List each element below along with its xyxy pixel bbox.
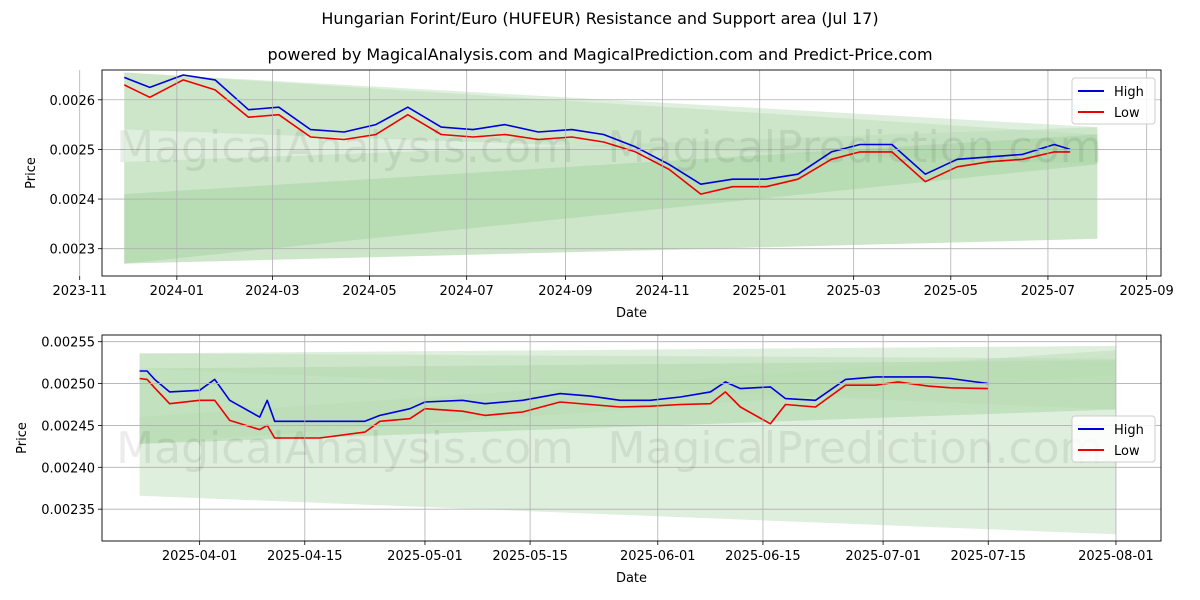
x-tick-label: 2024-07 xyxy=(440,284,494,299)
x-tick-label: 2025-04-01 xyxy=(162,549,238,564)
watermark-left: MagicalAnalysis.com xyxy=(116,122,574,173)
x-axis-label: Date xyxy=(616,571,647,586)
x-tick-label: 2025-03 xyxy=(826,284,880,299)
watermark-right: MagicalPrediction.com xyxy=(608,423,1103,474)
legend: High Low xyxy=(1071,77,1156,125)
plot-frame xyxy=(101,69,1162,277)
y-tick-label: 0.0023 xyxy=(50,243,96,258)
band-mid-inner xyxy=(139,360,1116,444)
chart-panel-2: 2025-04-01 2025-04-15 2025-05-01 2025-05-15… xyxy=(15,334,1162,586)
x-tick-label: 2025-08-01 xyxy=(1078,549,1154,564)
x-tick-label: 2025-05-01 xyxy=(387,549,463,564)
legend: High Low xyxy=(1071,415,1156,463)
legend-label-low: Low xyxy=(1114,444,1140,459)
y-tick-label: 0.0024 xyxy=(50,193,96,208)
series-line-high xyxy=(124,74,1071,185)
chart-title: Hungarian Forint/Euro (HUFEUR) Resistanc… xyxy=(321,9,879,28)
x-tick-label: 2025-06-15 xyxy=(725,549,801,564)
x-tick-label: 2024-03 xyxy=(245,284,299,299)
chart-subtitle: powered by MagicalAnalysis.com and Magic… xyxy=(267,45,933,64)
series-line-low xyxy=(139,377,989,439)
watermark-left: MagicalAnalysis.com xyxy=(116,423,574,474)
legend-label-high: High xyxy=(1114,85,1144,100)
series-line-high xyxy=(139,370,989,423)
x-tick-label: 2025-06-01 xyxy=(620,549,696,564)
x-tick-label: 2025-04-15 xyxy=(267,549,343,564)
y-tick-label: 0.00245 xyxy=(41,419,95,434)
chart-panel-1: 2023-11 2024-01 2024-03 2024-05 2024-07 2024-… xyxy=(24,69,1174,321)
x-tick-label: 2025-05-15 xyxy=(492,549,568,564)
band-light-cross-a xyxy=(139,353,1116,410)
y-tick-label: 0.0025 xyxy=(50,143,96,158)
y-axis-label: Price xyxy=(15,422,30,454)
x-tick-label: 2024-11 xyxy=(635,284,689,299)
y-tick-label: 0.0026 xyxy=(50,94,96,109)
y-tick-label: 0.00240 xyxy=(41,461,95,476)
x-tick-label: 2025-01 xyxy=(733,284,787,299)
y-tick-label: 0.00250 xyxy=(41,378,95,393)
x-tick-label: 2024-09 xyxy=(538,284,592,299)
x-tick-label: 2025-07-01 xyxy=(845,549,921,564)
band-light-outer xyxy=(139,345,1116,535)
y-axis-label: Price xyxy=(24,157,39,189)
plot-area xyxy=(139,345,1116,535)
series-line-low xyxy=(123,79,1071,195)
x-tick-label: 2025-05 xyxy=(924,284,978,299)
y-tick-label: 0.00235 xyxy=(41,503,95,518)
legend-label-high: High xyxy=(1114,423,1144,438)
x-tick-label: 2025-07-15 xyxy=(950,549,1026,564)
x-tick-label: 2023-11 xyxy=(53,284,107,299)
plot-frame xyxy=(101,334,1162,542)
x-axis-label: Date xyxy=(616,306,647,321)
x-tick-label: 2024-01 xyxy=(150,284,204,299)
y-tick-label: 0.00255 xyxy=(41,336,95,351)
x-tick-label: 2025-09 xyxy=(1120,284,1174,299)
x-tick-label: 2025-07 xyxy=(1021,284,1075,299)
watermark-right: MagicalPrediction.com xyxy=(608,122,1103,173)
x-tick-label: 2024-05 xyxy=(342,284,396,299)
legend-label-low: Low xyxy=(1114,106,1140,121)
